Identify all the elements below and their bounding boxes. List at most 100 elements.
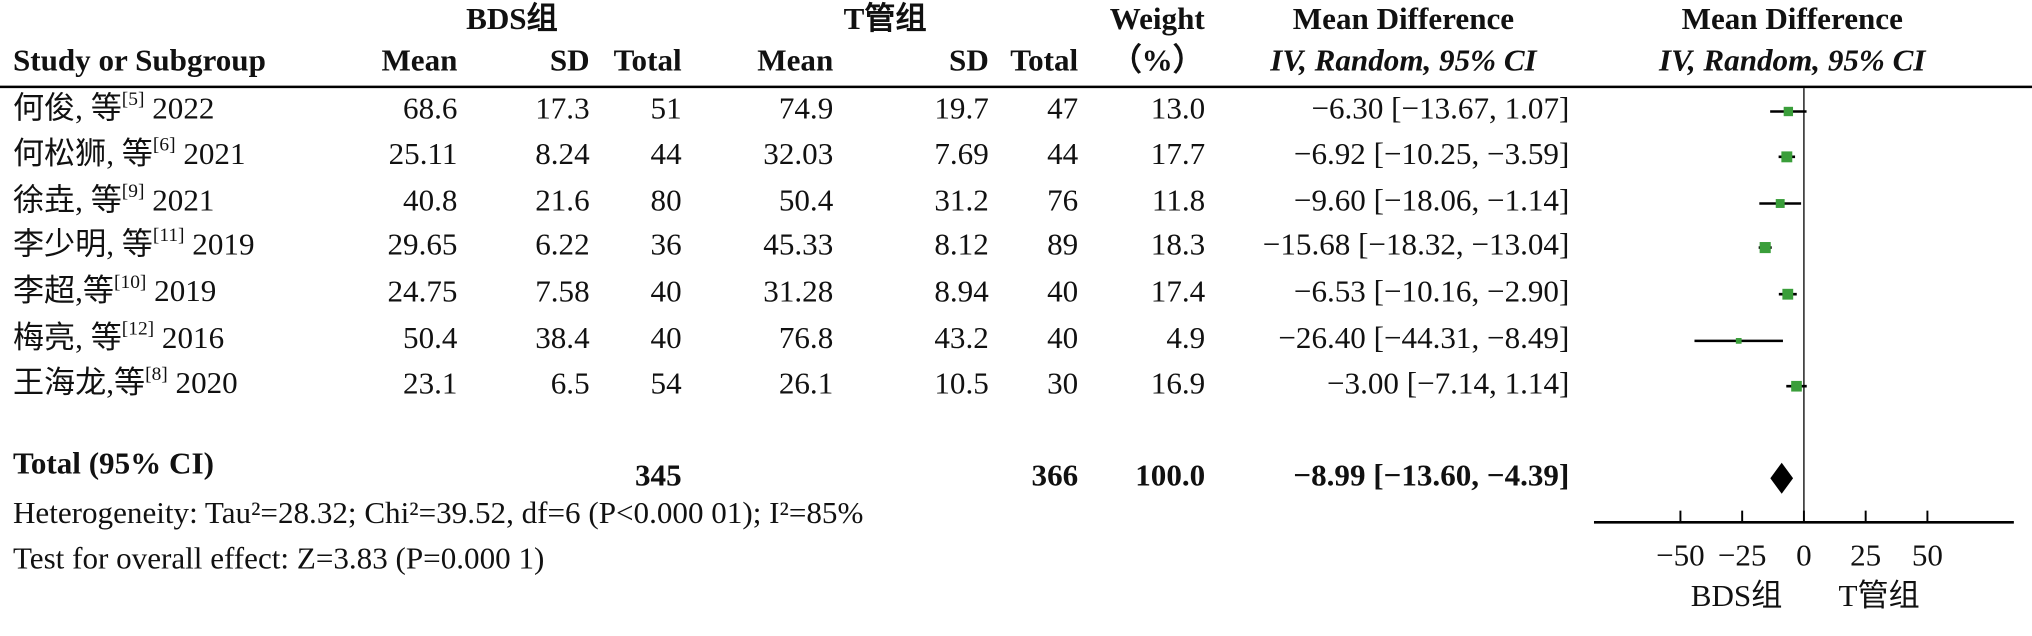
cell: 25.11 <box>389 136 458 171</box>
study-year: 2019 <box>154 273 216 308</box>
cell: 31.28 <box>763 273 833 308</box>
cell: 6.22 <box>535 227 589 262</box>
study-label: 王海龙,等[8] 2020 <box>13 364 238 400</box>
column-header: Study or Subgroup <box>13 43 266 78</box>
weight: 11.8 <box>1152 183 1205 218</box>
cell: 40 <box>1047 320 1078 355</box>
cell: 50.4 <box>779 183 834 218</box>
cell: 29.65 <box>387 227 457 262</box>
study-name: 何松狮, 等 <box>13 136 153 171</box>
total-n: 366 <box>1032 457 1079 492</box>
ci-label: −3.00 [−7.14, 1.14] <box>1327 365 1569 400</box>
cell: 43.2 <box>934 320 988 355</box>
group-header: T管组 <box>844 1 927 36</box>
study-name: 梅亮, 等 <box>13 320 122 355</box>
study-year: 2021 <box>183 136 245 171</box>
plot-header: Mean Difference <box>1682 1 1903 36</box>
study-ref: [8] <box>145 364 168 385</box>
cell: 50.4 <box>403 320 458 355</box>
column-header: Total <box>614 43 682 78</box>
study-name: 李少明, 等 <box>13 227 153 262</box>
cell: 17.3 <box>535 91 589 126</box>
cell: 74.9 <box>779 91 833 126</box>
cell: 47 <box>1047 91 1078 126</box>
cell: 19.7 <box>934 91 988 126</box>
cell: 76 <box>1047 183 1078 218</box>
group-header: BDS组 <box>466 1 558 36</box>
cell: 40 <box>1047 273 1078 308</box>
weight: 17.4 <box>1151 273 1206 308</box>
study-label: 梅亮, 等[12] 2016 <box>13 319 224 355</box>
cell: 80 <box>651 183 682 218</box>
weight-header: （%） <box>1111 43 1204 78</box>
column-header: Mean <box>757 43 833 78</box>
cell: 76.8 <box>779 320 833 355</box>
cell: 21.6 <box>535 183 589 218</box>
cell: 89 <box>1047 227 1078 262</box>
cell: 40.8 <box>403 183 457 218</box>
cell: 23.1 <box>403 365 457 400</box>
ci-label: −6.92 [−10.25, −3.59] <box>1294 136 1569 171</box>
cell: 6.5 <box>551 365 590 400</box>
total-weight: 100.0 <box>1135 457 1205 492</box>
ci-label: −26.40 [−44.31, −8.49] <box>1278 320 1569 355</box>
study-ref: [6] <box>153 135 176 156</box>
cell: 38.4 <box>535 320 590 355</box>
weight: 17.7 <box>1151 136 1205 171</box>
study-label: 李少明, 等[11] 2019 <box>13 226 255 262</box>
study-ref: [10] <box>114 272 146 293</box>
weight: 13.0 <box>1151 91 1205 126</box>
effect-square <box>1781 151 1793 163</box>
total-n: 345 <box>635 457 682 492</box>
weight: 16.9 <box>1151 365 1205 400</box>
study-label: 徐垚, 等[9] 2021 <box>13 182 214 218</box>
cell: 44 <box>1047 136 1079 171</box>
effect-square <box>1783 106 1794 117</box>
column-header: SD <box>949 43 989 78</box>
study-label: 李超,等[10] 2019 <box>13 272 216 308</box>
ci-label: −15.68 [−18.32, −13.04] <box>1263 227 1570 262</box>
effect-square <box>1735 338 1742 344</box>
study-name: 李超,等 <box>13 273 114 308</box>
cell: 31.2 <box>934 183 988 218</box>
x-tick-label: −25 <box>1718 538 1767 573</box>
cell: 54 <box>651 365 683 400</box>
study-year: 2019 <box>192 227 254 262</box>
study-label: 何俊, 等[5] 2022 <box>13 90 214 126</box>
ci-label: −9.60 [−18.06, −1.14] <box>1294 183 1569 218</box>
cell: 24.75 <box>387 273 457 308</box>
x-label: BDS组 <box>1691 578 1783 613</box>
study-year: 2020 <box>176 365 238 400</box>
cell: 44 <box>651 136 683 171</box>
cell: 7.58 <box>535 273 589 308</box>
x-tick-label: 25 <box>1850 538 1881 573</box>
cell: 7.69 <box>934 136 988 171</box>
ci-label: −6.30 [−13.67, 1.07] <box>1311 91 1569 126</box>
overall-effect: Test for overall effect: Z=3.83 (P=0.000… <box>13 540 544 575</box>
cell: 32.03 <box>763 136 833 171</box>
effect-square <box>1791 380 1802 392</box>
effect-square <box>1775 199 1785 208</box>
total-diamond <box>1770 462 1794 494</box>
cell: 36 <box>651 227 682 262</box>
column-header: Total <box>1010 43 1078 78</box>
cell: 45.33 <box>763 227 833 262</box>
cell: 26.1 <box>779 365 833 400</box>
cell: 8.12 <box>934 227 988 262</box>
x-tick-label: 0 <box>1796 538 1812 573</box>
effect-square <box>1782 288 1794 300</box>
cell: 10.5 <box>934 365 988 400</box>
total-ci-label: −8.99 [−13.60, −4.39] <box>1293 457 1569 492</box>
effect-square <box>1759 242 1771 254</box>
study-name: 何俊, 等 <box>13 91 122 126</box>
effect-header: Mean Difference <box>1293 1 1514 36</box>
weight-header: Weight <box>1110 1 1206 36</box>
study-name: 徐垚, 等 <box>13 183 122 218</box>
cell: 51 <box>651 91 682 126</box>
study-year: 2022 <box>152 91 214 126</box>
cell: 40 <box>651 320 682 355</box>
heterogeneity: Heterogeneity: Tau²=28.32; Chi²=39.52, d… <box>13 495 863 530</box>
x-tick-label: 50 <box>1912 538 1943 573</box>
ci-label: −6.53 [−10.16, −2.90] <box>1294 273 1569 308</box>
